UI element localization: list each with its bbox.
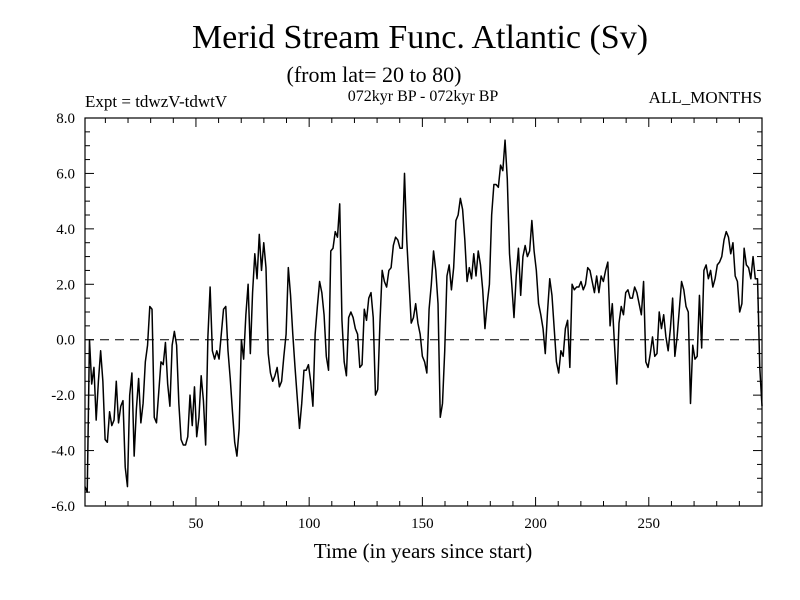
x-tick-labels: 50 100 150 200 250 [188, 516, 660, 532]
chart-title: Merid Stream Func. Atlantic (Sv) [192, 19, 648, 56]
y-tick-label: 8.0 [56, 111, 75, 127]
y-tick-label: -2.0 [51, 388, 75, 404]
y-tick-label: 2.0 [56, 277, 75, 293]
y-tick-labels: -6.0 -4.0 -2.0 0.0 2.0 4.0 6.0 8.0 [51, 111, 75, 515]
x-tick-label: 200 [524, 516, 547, 532]
y-tick-label: 0.0 [56, 333, 75, 349]
x-tick-label: 150 [411, 516, 434, 532]
series-line [84, 139, 763, 493]
chart-subtitle: (from lat= 20 to 80) [287, 62, 462, 87]
x-tick-label: 50 [188, 516, 203, 532]
experiment-label: Expt = tdwzV-tdwtV [85, 92, 228, 111]
x-tick-label: 100 [298, 516, 321, 532]
y-tick-label: 6.0 [56, 166, 75, 182]
y-tick-label: -6.0 [51, 499, 75, 515]
x-axis-label: Time (in years since start) [314, 539, 533, 563]
y-tick-label: 4.0 [56, 222, 75, 238]
x-tick-label: 250 [638, 516, 661, 532]
months-label: ALL_MONTHS [649, 88, 762, 107]
axis-ticks [85, 117, 763, 507]
y-tick-label: -4.0 [51, 444, 75, 460]
plot-frame [84, 117, 763, 507]
period-label: 072kyr BP - 072kyr BP [348, 88, 499, 105]
